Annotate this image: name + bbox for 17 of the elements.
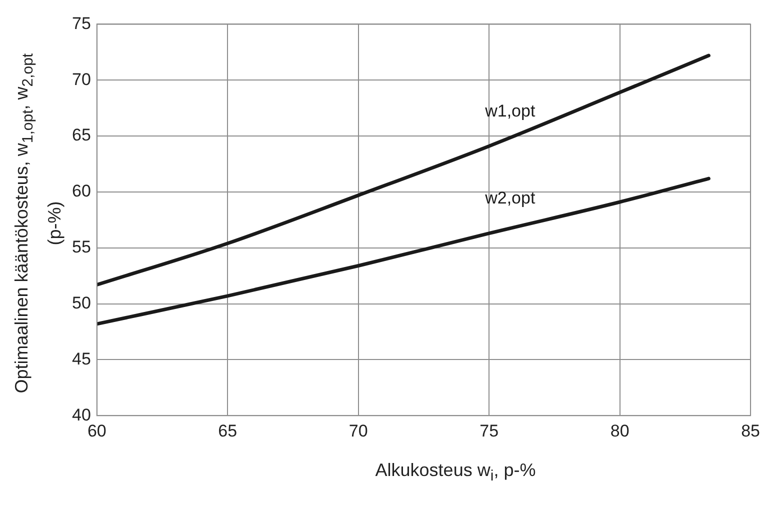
y-tick-label: 65 — [72, 126, 91, 145]
line-series — [96, 176, 710, 326]
x-tick-label: 75 — [480, 421, 499, 440]
y-tick-label: 45 — [72, 349, 91, 368]
y-tick-label: 50 — [72, 293, 91, 312]
x-tick-label: 70 — [348, 421, 368, 440]
y-tick-label: 60 — [72, 182, 91, 201]
x-tick-label: 65 — [218, 421, 238, 440]
y-tick-label: 75 — [72, 14, 91, 33]
x-tick-label: 80 — [610, 421, 630, 440]
series-label: w2,opt — [484, 188, 536, 208]
y-tick-label: 70 — [72, 70, 91, 89]
x-axis-title: Alkukosteus w$_{i}$, p-% — [374, 460, 537, 485]
series-label: w1,opt — [484, 101, 536, 120]
line-series — [96, 54, 710, 287]
x-tick-label: 85 — [741, 421, 760, 440]
y-tick-label: 55 — [72, 238, 91, 257]
